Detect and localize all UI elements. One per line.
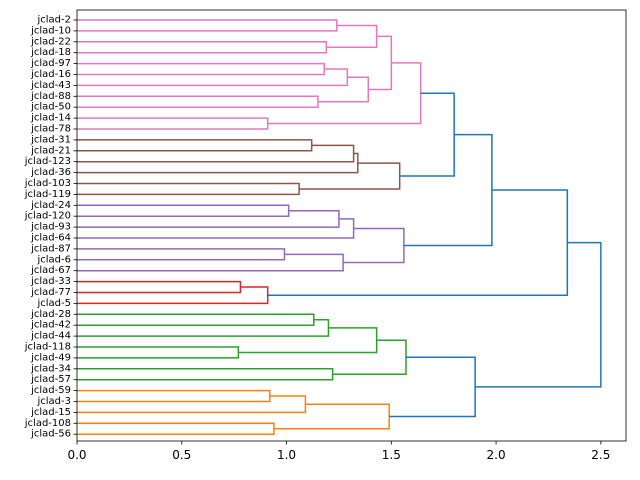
leaf-label: jclad-108 (24, 418, 71, 429)
leaf-label: jclad-78 (30, 124, 71, 135)
x-tick-label: 0.0 (67, 448, 86, 462)
leaf-label: jclad-15 (30, 407, 71, 418)
leaf-label: jclad-2 (36, 15, 71, 26)
link-T3 (267, 189, 569, 296)
leaf-label: jclad-10 (30, 25, 71, 36)
leaf-label: jclad-5 (36, 298, 71, 309)
leaf-label: jclad-18 (30, 47, 71, 58)
y-axis-ticks: jclad-2jclad-10jclad-22jclad-18jclad-97j… (24, 15, 77, 440)
link-G1 (77, 313, 315, 326)
leaf-label: jclad-93 (30, 222, 71, 233)
leaf-label: jclad-87 (30, 243, 71, 254)
link-Q5 (77, 253, 344, 272)
leaf-label: jclad-77 (30, 287, 71, 298)
leaf-label: jclad-118 (24, 342, 71, 353)
leaf-label: jclad-33 (30, 276, 71, 287)
link-P1 (77, 19, 338, 32)
link-T2 (403, 133, 493, 247)
leaf-label: jclad-50 (30, 102, 71, 113)
leaf-label: jclad-14 (30, 113, 71, 124)
leaf-label: jclad-36 (30, 167, 71, 178)
leaf-label: jclad-28 (30, 309, 71, 320)
leaf-label: jclad-67 (30, 265, 71, 276)
x-tick-label: 2.5 (591, 448, 610, 462)
leaf-label: jclad-88 (30, 91, 71, 102)
x-tick-label: 2.0 (487, 448, 506, 462)
leaf-label: jclad-24 (30, 200, 71, 211)
leaf-label: jclad-64 (30, 233, 71, 244)
leaf-label: jclad-31 (30, 134, 71, 145)
leaf-label: jclad-120 (24, 211, 71, 222)
link-P9 (77, 117, 269, 130)
link-G2 (77, 319, 330, 337)
leaf-label: jclad-22 (30, 36, 71, 47)
leaf-label: jclad-21 (30, 145, 71, 156)
link-P3 (326, 24, 378, 48)
leaf-label: jclad-43 (30, 80, 71, 91)
leaf-label: jclad-119 (24, 189, 71, 200)
link-B2 (77, 144, 355, 163)
link-P6 (77, 95, 319, 108)
leaf-label: jclad-56 (30, 429, 71, 440)
leaf-label: jclad-97 (30, 58, 71, 69)
leaf-label: jclad-103 (24, 178, 71, 189)
link-P7 (317, 76, 370, 103)
dendrogram-links (77, 19, 602, 435)
x-axis-ticks: 0.0 0.5 1.0 1.5 2.0 2.5 (67, 441, 610, 462)
leaf-label: jclad-34 (30, 363, 71, 374)
leaf-label: jclad-42 (30, 320, 71, 331)
link-Q2 (77, 210, 340, 228)
leaf-label: jclad-59 (30, 385, 71, 396)
link-G5 (77, 368, 334, 381)
link-B3 (77, 152, 359, 174)
leaf-label: jclad-6 (36, 254, 71, 265)
link-R2 (77, 286, 269, 305)
x-tick-label: 1.5 (382, 448, 401, 462)
leaf-label: jclad-123 (24, 156, 71, 167)
leaf-label: jclad-57 (30, 374, 71, 385)
link-P5 (77, 68, 349, 87)
x-tick-label: 0.5 (172, 448, 191, 462)
leaf-label: jclad-44 (30, 331, 71, 342)
leaf-label: jclad-49 (30, 352, 71, 363)
link-G3 (77, 346, 240, 359)
link-Q6 (343, 227, 405, 264)
link-Q1 (77, 204, 290, 217)
leaf-label: jclad-16 (30, 69, 71, 80)
link-G4 (238, 327, 378, 354)
axes-frame (76, 9, 627, 442)
link-Q3 (77, 218, 355, 239)
leaf-label: jclad-3 (36, 396, 71, 407)
link-T5 (475, 241, 602, 388)
link-O3 (77, 422, 275, 435)
x-tick-label: 1.0 (277, 448, 296, 462)
